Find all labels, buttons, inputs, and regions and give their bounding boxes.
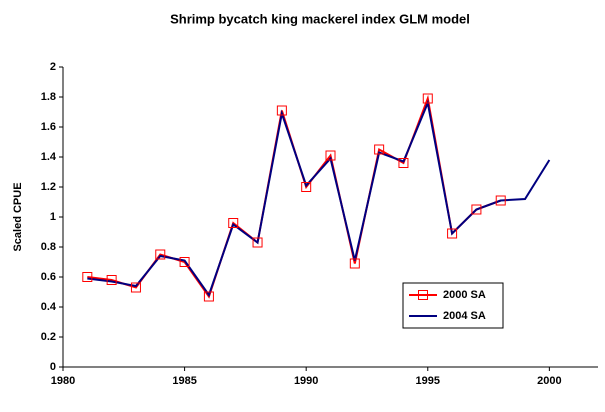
data-point bbox=[495, 195, 506, 206]
data-point bbox=[422, 93, 433, 104]
legend-marker bbox=[418, 290, 428, 300]
y-tick-label: 0.6 bbox=[41, 271, 56, 283]
data-point bbox=[398, 158, 409, 168]
chart-title: Shrimp bycatch king mackerel index GLM m… bbox=[170, 11, 470, 26]
x-tick-label: 2000 bbox=[537, 375, 561, 387]
data-point bbox=[276, 105, 287, 116]
legend: 2000 SA 2004 SA bbox=[402, 282, 504, 329]
x-tick-label: 1980 bbox=[51, 375, 75, 387]
y-tick-label: 0.2 bbox=[41, 331, 56, 343]
y-tick-label: 1.8 bbox=[41, 91, 56, 103]
data-point bbox=[325, 150, 336, 161]
data-point bbox=[252, 237, 263, 248]
data-point bbox=[179, 257, 190, 267]
y-tick-label: 2 bbox=[50, 61, 56, 73]
series-line bbox=[87, 99, 551, 298]
y-tick-label: 1.4 bbox=[41, 151, 57, 163]
data-point bbox=[130, 282, 141, 293]
x-tick-label: 1995 bbox=[416, 375, 440, 387]
y-tick-label: 1 bbox=[50, 211, 56, 223]
data-point bbox=[471, 204, 482, 215]
data-point bbox=[447, 228, 458, 239]
y-tick-label: 1.2 bbox=[41, 181, 56, 193]
y-axis-label: Scaled CPUE bbox=[12, 182, 24, 251]
data-point bbox=[106, 275, 117, 285]
data-point bbox=[82, 272, 93, 282]
y-tick-label: 0.4 bbox=[41, 301, 57, 313]
x-tick-label: 1985 bbox=[172, 375, 196, 387]
data-point bbox=[228, 218, 239, 228]
y-tick-label: 1.6 bbox=[41, 121, 56, 133]
legend-label: 2000 SA bbox=[443, 289, 486, 301]
data-point bbox=[374, 144, 385, 155]
x-tick-label: 1990 bbox=[294, 375, 318, 387]
data-point bbox=[349, 258, 360, 269]
data-point bbox=[301, 182, 312, 192]
data-point bbox=[155, 249, 166, 260]
series-line bbox=[87, 94, 502, 299]
data-point bbox=[203, 291, 214, 302]
y-tick-label: 0.8 bbox=[41, 241, 56, 253]
legend-label: 2004 SA bbox=[443, 310, 486, 322]
y-tick-label: 0 bbox=[50, 361, 56, 373]
